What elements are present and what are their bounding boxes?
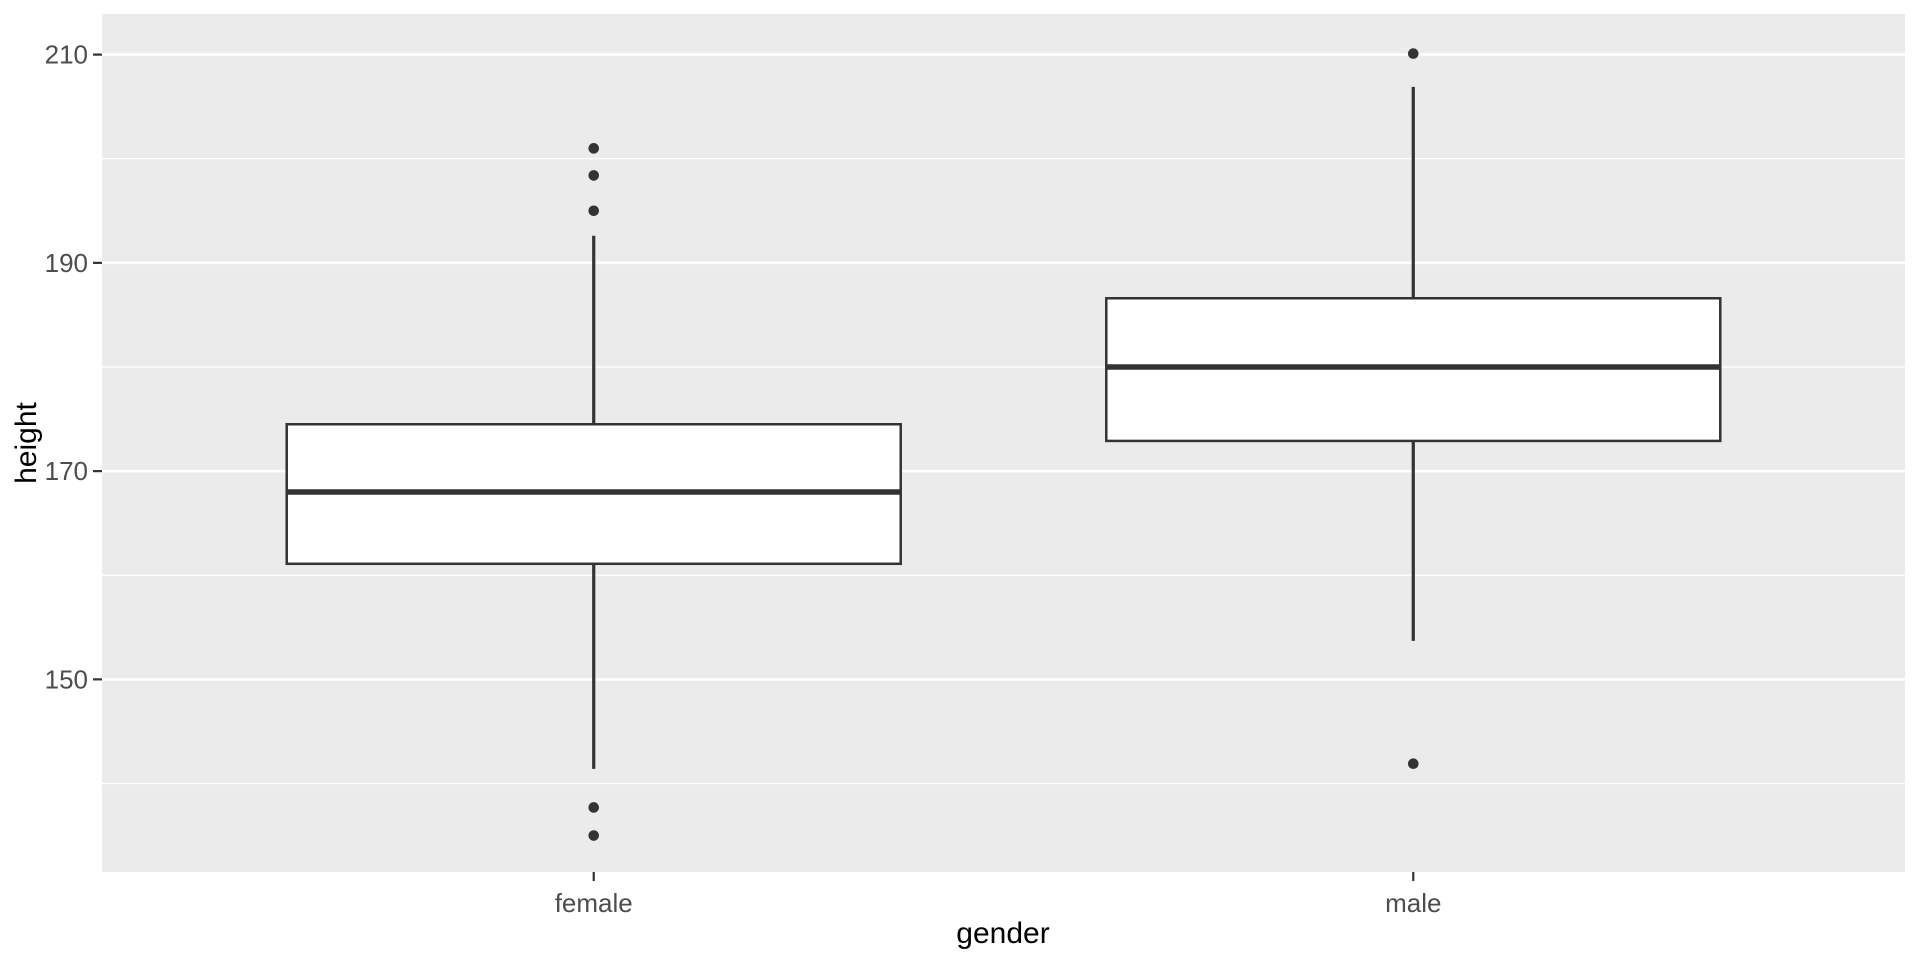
outlier-dot-male (1407, 48, 1419, 59)
outlier-dot-female (588, 143, 600, 154)
outlier-dot-female (588, 205, 600, 217)
axis-layer: 150 170 190 210 female male (45, 40, 1442, 918)
y-tick-label-210: 210 (45, 40, 88, 70)
gridline-layer (102, 53, 1905, 785)
x-tick-label-male: male (1385, 888, 1441, 918)
y-axis-title: height (10, 401, 43, 483)
y-tick-label-170: 170 (45, 456, 88, 486)
outlier-dot-female (588, 170, 600, 181)
x-tick-label-female: female (555, 888, 633, 918)
y-tick-label-190: 190 (45, 248, 88, 278)
outlier-dot-female (588, 830, 600, 841)
outlier-dot-male (1407, 758, 1419, 770)
boxplot-layer (285, 48, 1722, 841)
x-axis-title: gender (956, 917, 1049, 950)
outlier-dot-female (588, 802, 600, 813)
y-tick-label-150: 150 (45, 664, 88, 694)
